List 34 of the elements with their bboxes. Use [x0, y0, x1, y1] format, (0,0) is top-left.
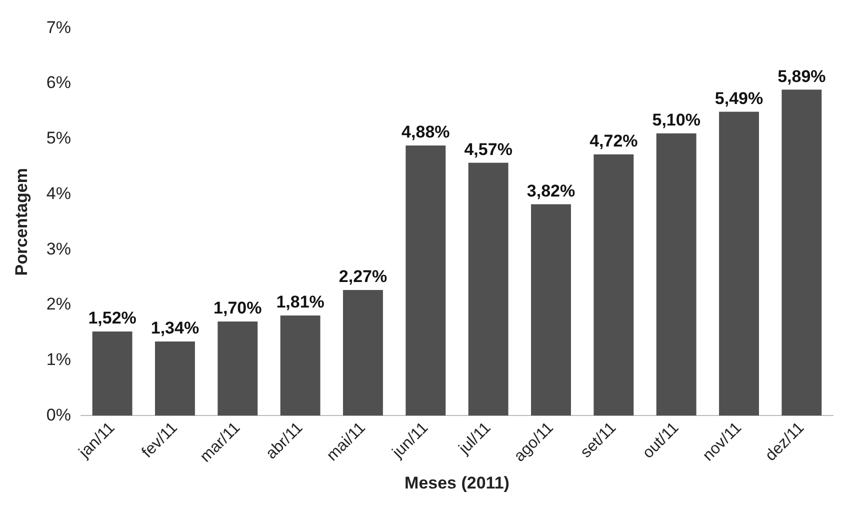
bar: [155, 341, 195, 416]
bar: [468, 162, 508, 416]
data-label: 4,72%: [590, 132, 638, 151]
bar: [782, 90, 822, 416]
y-tick-label: 7%: [46, 18, 71, 37]
bar: [594, 154, 634, 416]
data-label: 4,88%: [402, 122, 450, 142]
y-tick-label: 5%: [46, 128, 71, 148]
x-axis-title: Meses (2011): [404, 473, 510, 492]
bar: [92, 332, 132, 416]
data-label: 3,82%: [526, 181, 576, 200]
data-label: 5,89%: [778, 66, 826, 86]
y-tick-label: 3%: [46, 239, 71, 258]
y-tick-label: 1%: [46, 350, 71, 369]
data-label: 2,27%: [338, 267, 388, 286]
y-tick-label: 4%: [46, 184, 71, 203]
y-tick-label: 2%: [46, 294, 71, 314]
y-tick-label: 6%: [46, 73, 71, 92]
y-axis-title: Porcentagem: [12, 168, 31, 276]
bar: [343, 290, 383, 416]
bar: [656, 133, 696, 416]
data-label: 1,81%: [276, 292, 324, 312]
bar: [719, 112, 759, 416]
data-label: 1,34%: [150, 318, 200, 338]
data-label: 5,49%: [714, 88, 764, 108]
data-label: 5,10%: [652, 110, 700, 130]
bar: [406, 146, 446, 416]
bar: [218, 322, 258, 416]
y-tick-label: 0%: [46, 405, 71, 424]
bar: [280, 315, 320, 416]
data-label: 4,57%: [464, 140, 512, 159]
data-label: 1,70%: [214, 298, 262, 318]
bar: [531, 204, 571, 416]
data-label: 1,52%: [88, 308, 136, 328]
